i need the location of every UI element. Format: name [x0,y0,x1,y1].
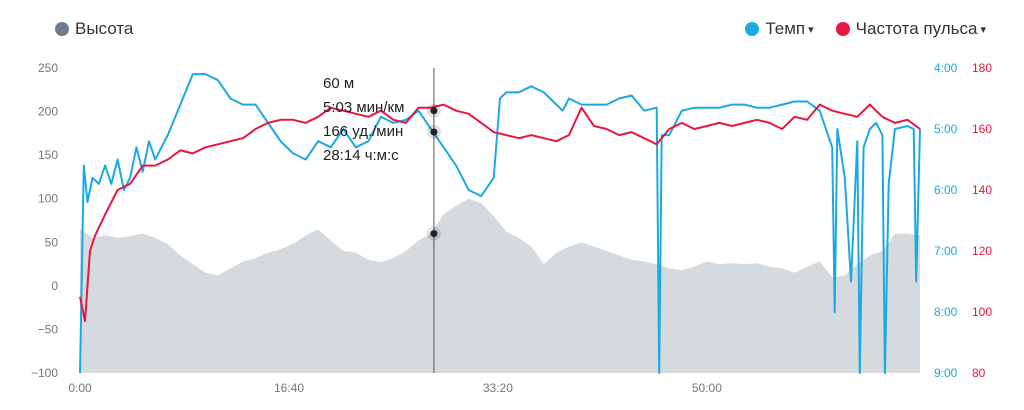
legend-pace[interactable]: Темп ▾ [745,19,814,39]
altitude-legend-label: Высота [75,19,134,38]
pace-axis-tick-label: 7:00 [934,244,958,258]
altitude-cursor-marker [430,230,438,238]
hover-cursor [426,68,441,373]
legend-heart-rate[interactable]: Частота пульса ▾ [835,19,986,39]
heart-rate-line [79,103,921,323]
heart-rate-legend-dot [835,22,850,36]
x-axis-tick-label: 33:20 [483,381,513,395]
pace-legend-label: Темп [765,19,806,38]
pace-axis-tick-label: 6:00 [934,183,958,197]
left-axis-tick-label: 250 [38,61,58,75]
left-axis-tick-label: −50 [38,322,59,336]
pace-cursor-marker [430,128,438,136]
x-axis-ticks: 0:00 16:40 33:20 50:00 [68,381,722,395]
hr-axis-tick-label: 80 [972,366,986,380]
x-axis-tick-label: 16:40 [274,381,304,395]
left-axis-tick-label: −100 [31,366,58,380]
series-lines-layer [79,73,921,374]
left-axis-tick-label: 0 [51,279,58,293]
left-axis-tick-label: 100 [38,192,58,206]
tooltip-pace: 5:03 мин/км [323,99,404,116]
hover-tooltip: 60 м 5:03 мин/км 166 уд./мин 28:14 ч:м:с [323,75,404,164]
pace-line [79,73,921,374]
left-axis-ticks: 250 200 150 100 50 0 −50 −100 [31,61,58,380]
hr-axis-tick-label: 100 [972,305,992,319]
pace-axis-ticks: 4:00 5:00 6:00 7:00 8:00 9:00 [934,61,958,380]
pace-dropdown-caret-icon[interactable]: ▾ [808,23,814,36]
tooltip-altitude: 60 м [323,75,354,92]
left-axis-tick-label: 200 [38,105,58,119]
altitude-area [80,198,920,373]
hr-axis-tick-label: 180 [972,61,992,75]
left-axis-tick-label: 150 [38,148,58,162]
hr-axis-tick-label: 160 [972,122,992,136]
x-axis-tick-label: 50:00 [692,381,722,395]
heart-rate-legend-label: Частота пульса [855,19,978,38]
pace-axis-tick-label: 8:00 [934,305,958,319]
tooltip-time: 28:14 ч:м:с [323,147,399,164]
heart-rate-cursor-marker [430,107,438,115]
altitude-legend-dot [55,22,69,36]
heart-rate-dropdown-caret-icon[interactable]: ▾ [980,23,986,36]
legend-altitude[interactable]: Высота [55,16,133,42]
hr-axis-ticks: 180 160 140 120 100 80 [972,61,992,380]
hr-axis-tick-label: 120 [972,244,992,258]
pace-legend-dot [745,22,760,36]
left-axis-tick-label: 50 [45,235,59,249]
legend-right-group: Темп ▾ Частота пульса ▾ [745,16,986,42]
pace-axis-tick-label: 4:00 [934,61,958,75]
altitude-area-layer [80,198,920,373]
x-axis-tick-label: 0:00 [68,381,92,395]
pace-axis-tick-label: 9:00 [934,366,958,380]
hr-axis-tick-label: 140 [972,183,992,197]
tooltip-heart-rate: 166 уд./мин [323,123,403,140]
pace-axis-tick-label: 5:00 [934,122,958,136]
